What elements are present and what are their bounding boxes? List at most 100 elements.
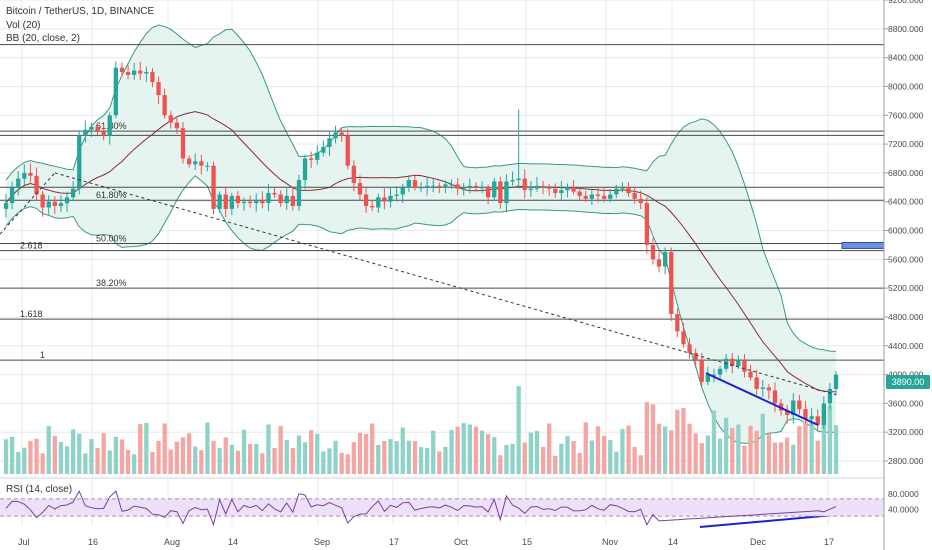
candle-body xyxy=(138,70,143,74)
vol-legend[interactable]: Vol (20) xyxy=(6,20,41,31)
candle-body xyxy=(302,158,308,181)
bearish-trendline[interactable] xyxy=(705,372,819,426)
candle-body xyxy=(40,194,45,208)
volume-bar xyxy=(333,440,338,474)
candle-body xyxy=(260,200,265,204)
volume-bar xyxy=(705,435,710,474)
level-label: 50.00% xyxy=(96,233,127,243)
candle-body xyxy=(656,259,662,267)
volume-bar xyxy=(156,440,161,474)
price-tick-label: 4800.000 xyxy=(888,312,924,322)
candle-body xyxy=(736,360,741,366)
volume-bar xyxy=(711,410,717,474)
candle-body xyxy=(583,195,588,199)
candle-body xyxy=(772,390,778,404)
candle-body xyxy=(479,187,485,189)
candle-body xyxy=(46,201,51,208)
volume-bar xyxy=(528,432,533,474)
volume-bar xyxy=(16,452,21,474)
candle-body xyxy=(16,178,21,188)
candle-body xyxy=(309,158,314,160)
volume-bar xyxy=(595,426,601,474)
candle-body xyxy=(217,194,222,209)
candle-body xyxy=(827,389,833,404)
candle-body xyxy=(95,126,100,132)
volume-bar xyxy=(284,440,289,474)
rsi-legend[interactable]: RSI (14, close) xyxy=(6,484,73,495)
volume-bar xyxy=(406,440,411,474)
candle-body xyxy=(595,194,601,196)
candle-body xyxy=(351,165,356,183)
volume-bar xyxy=(95,448,100,474)
volume-bar xyxy=(638,455,643,474)
volume-bar xyxy=(626,425,631,474)
volume-bar xyxy=(211,440,216,474)
candle-body xyxy=(64,197,70,204)
candle-body xyxy=(486,187,491,198)
candle-body xyxy=(388,195,393,202)
volume-bar xyxy=(107,450,112,474)
trend-drawings[interactable] xyxy=(0,172,837,528)
bb-basis xyxy=(5,111,836,393)
candle-body xyxy=(577,191,582,196)
volume-bar xyxy=(260,453,265,474)
candle-body xyxy=(705,374,710,382)
candle-body xyxy=(565,187,570,191)
candle-body xyxy=(614,188,619,195)
price-tick-label: 9200.000 xyxy=(888,0,924,5)
bb-legend[interactable]: BB (20, close, 2) xyxy=(6,33,80,44)
rsi-divergence-line[interactable] xyxy=(699,514,835,528)
date-tick-label: Dec xyxy=(750,537,767,547)
volume-bar xyxy=(675,409,680,474)
candle-body xyxy=(522,178,527,191)
candle-body xyxy=(815,416,820,425)
volume-bar xyxy=(449,429,454,474)
volume-bar xyxy=(22,447,27,474)
volume-bar xyxy=(412,441,418,474)
candle-body xyxy=(693,353,698,361)
date-tick-label: Aug xyxy=(164,537,180,547)
volume-bar xyxy=(522,442,527,474)
candle-body xyxy=(748,371,753,378)
candle-body xyxy=(28,172,33,176)
dashed-trendline[interactable] xyxy=(0,172,56,235)
volume-bar xyxy=(461,423,466,474)
axes: 9200.000 8800.000 8400.000 8000.000 7600.000… xyxy=(18,0,924,550)
bb-lower xyxy=(5,175,836,444)
volume-bar xyxy=(180,437,186,474)
candle-body xyxy=(797,400,802,410)
price-tick-label: 8400.000 xyxy=(888,53,924,63)
candle-body xyxy=(339,132,344,136)
candle-body xyxy=(107,115,112,136)
candle-body xyxy=(272,193,277,195)
price-tick-label: 7600.000 xyxy=(888,110,924,120)
candle-body xyxy=(71,188,76,198)
candle-body xyxy=(473,185,479,188)
price-tick-label: 8000.000 xyxy=(888,81,924,91)
candle-body xyxy=(193,161,198,165)
candle-body xyxy=(418,187,424,189)
volume-bar xyxy=(742,445,747,474)
volume-bar xyxy=(492,437,497,474)
volume-bar xyxy=(241,429,247,474)
volume-bar xyxy=(388,439,393,474)
volume-bar xyxy=(815,440,820,474)
volume-bar xyxy=(577,453,582,474)
date-tick-label: Nov xyxy=(602,537,619,547)
volume-bar xyxy=(400,427,405,474)
candle-body xyxy=(327,138,332,147)
volume-bar xyxy=(345,454,350,474)
candle-body xyxy=(675,314,680,332)
volume-bar xyxy=(363,434,369,474)
rsi-tick-label: 40.0000 xyxy=(888,505,919,515)
volume-bar xyxy=(614,451,619,474)
candle-body xyxy=(34,175,39,195)
volume-bar xyxy=(730,427,735,474)
candle-body xyxy=(211,165,216,209)
candle-body xyxy=(571,187,576,192)
chart-title: Bitcoin / TetherUS, 1D, BINANCE xyxy=(6,6,155,17)
volume-bar xyxy=(437,451,442,474)
price-range-box[interactable] xyxy=(841,241,885,249)
